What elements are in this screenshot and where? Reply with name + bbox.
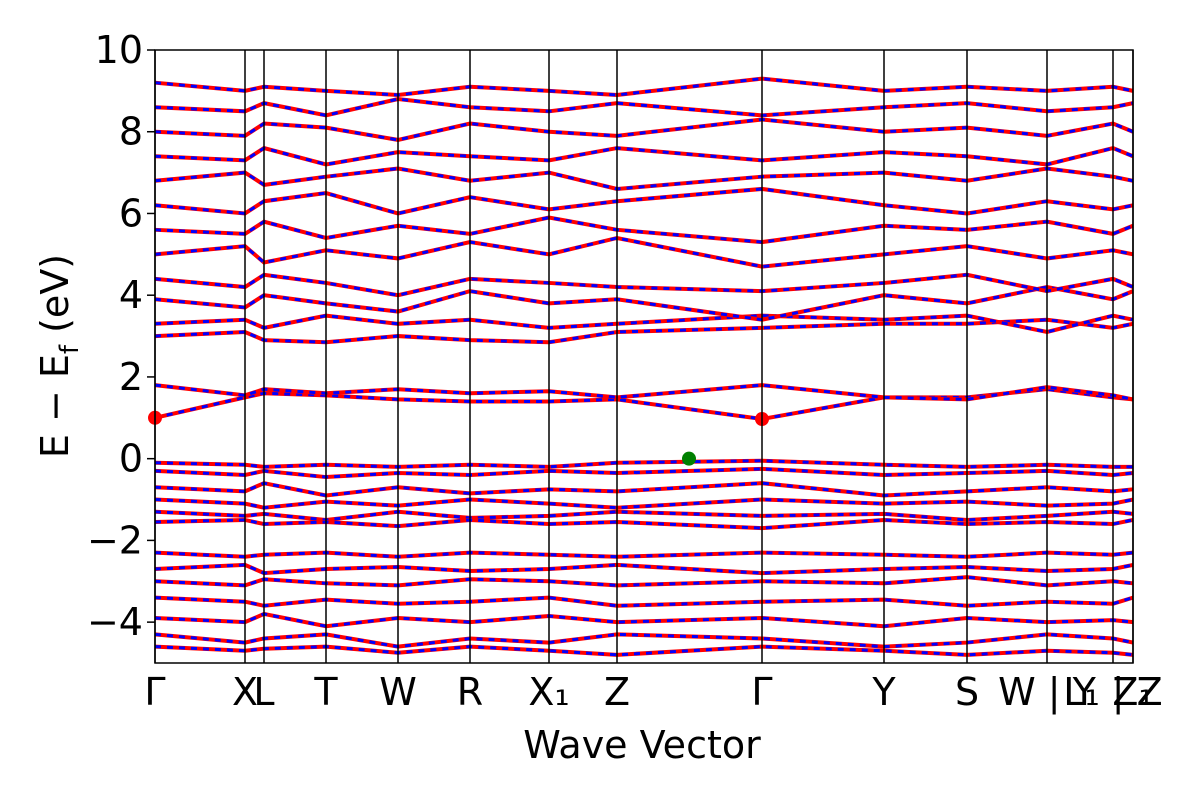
- y-label-part: (eV): [33, 254, 77, 345]
- band-dash: [154, 498, 1134, 510]
- y-tick-label: 6: [119, 191, 143, 235]
- y-tick-label: 2: [119, 355, 143, 399]
- y-tick-label: −2: [87, 518, 143, 562]
- band-dash: [154, 510, 1134, 522]
- x-tick-label: Y: [871, 670, 896, 714]
- x-tick-label: X: [232, 670, 258, 714]
- y-tick-label: 10: [95, 28, 143, 72]
- x-tick-label: R: [457, 670, 483, 714]
- x-tick-label: T: [313, 670, 338, 714]
- band-dash: [154, 481, 1134, 497]
- band-dash: [154, 518, 1134, 530]
- band: [154, 272, 1134, 298]
- band-dash: [154, 117, 1134, 142]
- y-label-part: E − E: [33, 354, 77, 458]
- y-label-sub: f: [55, 344, 85, 354]
- y-axis-label: E − Ef (eV): [33, 254, 85, 458]
- band: [154, 97, 1134, 118]
- y-tick-label: 0: [119, 437, 143, 481]
- band: [154, 235, 1134, 269]
- x-tick-label: W | Y: [998, 670, 1097, 715]
- y-tick-label: −4: [87, 600, 143, 644]
- band-dash: [154, 383, 1134, 401]
- x-axis-label: Wave Vector: [523, 723, 761, 767]
- band-dash: [154, 146, 1134, 166]
- band-dash: [154, 632, 1134, 649]
- y-tick-label: 8: [119, 110, 143, 154]
- x-tick-label: Γ: [751, 670, 772, 714]
- x-tick-label: Γ: [144, 670, 165, 714]
- band-dash: [154, 273, 1134, 297]
- x-tick-label: W: [379, 670, 417, 714]
- band-dash: [154, 575, 1134, 587]
- band: [154, 215, 1134, 245]
- band-dash: [154, 551, 1134, 559]
- band-dash: [154, 187, 1134, 216]
- band-dash: [154, 318, 1134, 344]
- x-tick-label: Z: [604, 670, 630, 714]
- band-dash: [154, 467, 1134, 479]
- band-dash: [154, 166, 1134, 191]
- band-dash: [154, 77, 1134, 97]
- plot-frame: [154, 49, 1134, 664]
- band-dash: [154, 459, 1133, 469]
- x-tick-label: S: [955, 670, 979, 714]
- x-tick-label: Z₁: [1112, 670, 1153, 714]
- x-tick-label: L: [253, 670, 274, 714]
- y-tick-label: 4: [119, 273, 143, 317]
- band-dash: [154, 612, 1134, 628]
- band: [154, 284, 1134, 322]
- extremum-point: [682, 451, 696, 466]
- band-dash: [154, 314, 1134, 334]
- band: [154, 76, 1134, 97]
- band-dash: [154, 645, 1134, 657]
- x-tick-label: X₁: [528, 670, 569, 714]
- band-dash: [154, 97, 1134, 117]
- band-dash: [154, 216, 1134, 244]
- band-dash: [154, 596, 1134, 608]
- band-dash: [154, 387, 1134, 421]
- band-dash: [154, 563, 1134, 575]
- band-dash: [154, 236, 1134, 269]
- x-tick-label: L₁ | Z: [1063, 670, 1162, 715]
